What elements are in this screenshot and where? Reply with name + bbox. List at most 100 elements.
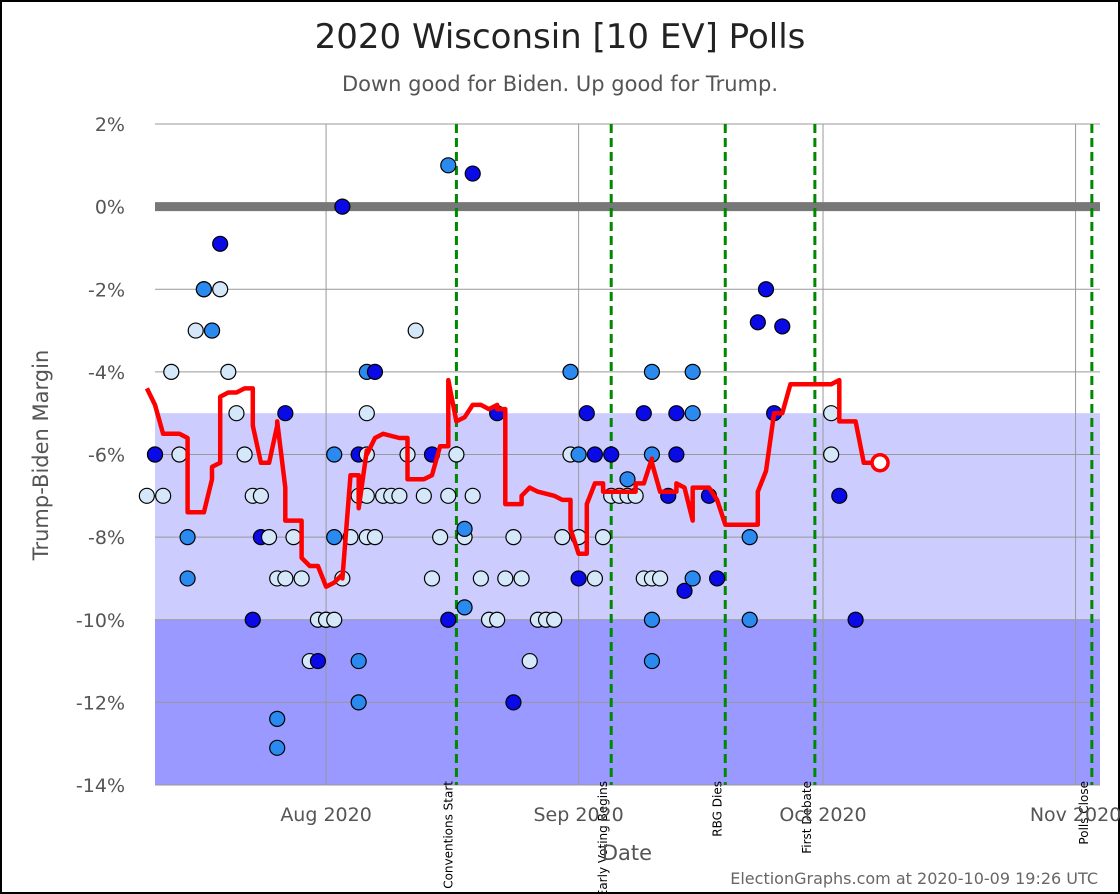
poll-point [146, 446, 164, 463]
event-label: First Debate [800, 781, 814, 854]
poll-point [203, 322, 221, 339]
poll-point [269, 739, 286, 756]
poll-point [570, 570, 587, 587]
poll-point [684, 363, 701, 380]
poll-point [823, 405, 840, 422]
poll-point [252, 487, 270, 504]
poll-point [741, 611, 758, 628]
poll-point [464, 165, 481, 182]
poll-point [668, 446, 685, 463]
poll-point [643, 611, 661, 628]
poll-point [497, 570, 514, 587]
poll-point [277, 570, 294, 587]
poll-point [366, 529, 384, 546]
poll-point [709, 570, 726, 587]
y-tick-label: -8% [88, 527, 125, 549]
y-tick-label: 0% [95, 197, 125, 219]
x-tick-label: Aug 2020 [280, 804, 372, 826]
poll-point [643, 363, 661, 380]
x-tick-label: Oct 2020 [779, 804, 866, 826]
poll-point [423, 570, 441, 587]
poll-point [668, 405, 685, 422]
event-label: Polls Close [1077, 781, 1091, 845]
poll-point [643, 652, 661, 670]
poll-point [684, 405, 701, 422]
event-label: Early Voting Begins [596, 781, 610, 894]
poll-point [635, 405, 652, 422]
y-tick-label: -6% [88, 445, 125, 467]
y-tick-label: 2% [95, 114, 125, 136]
poll-point [440, 611, 457, 628]
poll-point [179, 529, 196, 546]
event-label: RBG Dies [710, 781, 724, 837]
poll-point [774, 318, 791, 335]
poll-point [513, 570, 530, 587]
poll-point [171, 446, 188, 463]
y-axis-ticks: 2% 0% -2% -4% -6% -8% -10% -12% -14% [76, 114, 125, 797]
average-series-line [144, 377, 880, 589]
poll-point [326, 611, 343, 628]
poll-point [651, 570, 669, 587]
poll-point [187, 322, 204, 339]
event-label: Party Conventions Start [441, 781, 455, 894]
poll-point [212, 235, 229, 252]
poll-point [456, 520, 473, 537]
poll-point [619, 471, 636, 488]
y-tick-label: -4% [88, 362, 125, 384]
x-axis-ticks: Aug 2020 Sep 2020 Oct 2020 Nov 2020 [280, 804, 1120, 826]
poll-point [489, 611, 506, 628]
poll-point [334, 198, 351, 215]
poll-point [366, 363, 384, 380]
poll-point [350, 652, 367, 670]
poll-point [570, 446, 587, 463]
poll-point [456, 599, 473, 616]
credit-text: ElectionGraphs.com at 2020-10-09 19:26 U… [730, 869, 1098, 888]
poll-point [326, 529, 343, 546]
y-tick-label: -14% [76, 775, 125, 797]
poll-point [407, 322, 424, 339]
poll-point [741, 529, 758, 546]
poll-point [676, 582, 693, 599]
poll-point [749, 314, 766, 331]
y-axis-label: Trump-Biden Margin [29, 350, 53, 562]
poll-point [603, 446, 620, 463]
poll-point [155, 487, 172, 504]
poll-point [228, 405, 245, 422]
current-average-point [870, 453, 890, 473]
poll-points [138, 157, 864, 756]
x-axis-label: Date [602, 841, 652, 865]
poll-point [546, 611, 563, 628]
poll-point [440, 487, 457, 504]
chart-subtitle: Down good for Biden. Up good for Trump. [342, 72, 778, 96]
poll-point [521, 652, 538, 670]
poll-point [562, 363, 579, 380]
poll-point [138, 487, 155, 504]
poll-point [293, 570, 310, 587]
x-tick-label: Sep 2020 [534, 804, 624, 826]
chart-title: 2020 Wisconsin [10 EV] Polls [315, 17, 806, 57]
poll-point [391, 487, 408, 504]
average-line [144, 377, 890, 589]
poll-point [326, 446, 343, 463]
poll-point [472, 570, 489, 587]
poll-point [505, 529, 522, 546]
poll-point [823, 446, 840, 463]
poll-point [179, 570, 196, 587]
poll-point [358, 405, 375, 422]
poll-point [578, 405, 595, 422]
poll-point [586, 570, 604, 587]
poll-point [684, 570, 701, 587]
poll-point [831, 487, 848, 504]
poll-point [448, 446, 465, 463]
poll-point [505, 694, 522, 711]
poll-point [350, 694, 367, 711]
x-tick-label: Nov 2020 [1030, 804, 1120, 826]
poll-point [432, 529, 449, 546]
y-tick-label: -10% [76, 610, 125, 632]
y-tick-label: -12% [76, 692, 125, 714]
poll-point [236, 446, 253, 463]
poll-point [309, 652, 327, 670]
poll-point [195, 281, 212, 298]
poll-point [220, 363, 237, 380]
